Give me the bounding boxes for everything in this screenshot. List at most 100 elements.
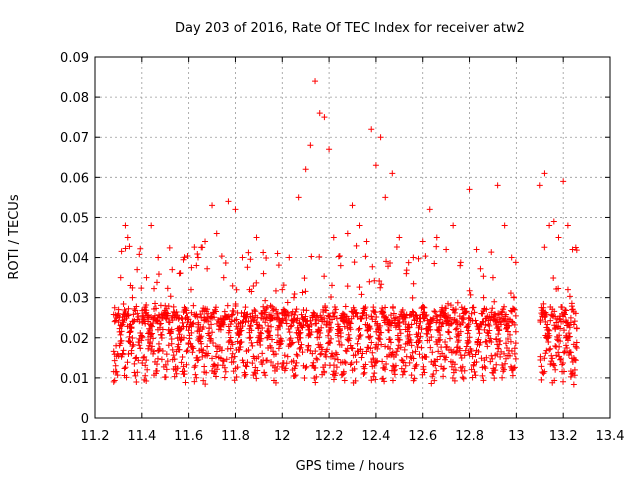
data-point — [295, 194, 302, 201]
data-point — [345, 331, 352, 338]
data-point — [247, 334, 254, 341]
data-point — [560, 318, 567, 325]
data-point — [404, 328, 411, 335]
data-point — [477, 339, 484, 346]
data-point — [512, 312, 519, 319]
data-point — [321, 273, 328, 280]
data-point — [489, 274, 496, 281]
data-point — [129, 335, 136, 342]
data-point — [147, 327, 154, 334]
data-point — [229, 341, 236, 348]
data-point — [288, 340, 295, 347]
data-point — [178, 359, 185, 366]
data-point — [422, 253, 429, 260]
data-point — [566, 293, 573, 300]
data-point — [298, 341, 305, 348]
data-point — [194, 251, 201, 258]
data-point — [452, 306, 459, 313]
data-point — [550, 274, 557, 281]
data-point — [222, 259, 229, 266]
data-point — [225, 198, 232, 205]
data-point — [468, 310, 475, 317]
data-point — [418, 326, 425, 333]
data-point — [209, 202, 216, 209]
data-point — [562, 342, 569, 349]
data-point — [566, 324, 573, 331]
data-point — [258, 335, 265, 342]
data-point — [367, 325, 374, 332]
data-point — [460, 316, 467, 323]
y-tick-label: 0.08 — [60, 91, 89, 106]
data-point — [377, 134, 384, 141]
data-point — [382, 343, 389, 350]
y-tick-label: 0.09 — [60, 51, 89, 66]
data-point — [464, 330, 471, 337]
data-point — [484, 343, 491, 350]
data-point — [230, 308, 237, 315]
data-point — [547, 345, 554, 352]
data-point — [558, 356, 565, 363]
data-point — [153, 279, 160, 286]
data-point — [192, 371, 199, 378]
data-point — [541, 355, 548, 362]
data-point — [328, 324, 335, 331]
data-point — [257, 341, 264, 348]
data-point — [110, 378, 117, 385]
data-point — [286, 254, 293, 261]
data-point — [202, 381, 209, 388]
data-point — [394, 345, 401, 352]
data-point — [279, 364, 286, 371]
data-point — [163, 351, 170, 358]
data-point — [483, 306, 490, 313]
data-point — [275, 262, 282, 269]
data-point — [290, 294, 297, 301]
data-point — [348, 345, 355, 352]
data-point — [120, 301, 127, 308]
data-point — [274, 310, 281, 317]
data-point — [507, 290, 514, 297]
data-point — [412, 311, 419, 318]
data-point — [572, 343, 579, 350]
data-point — [476, 330, 483, 337]
data-point — [459, 374, 466, 381]
data-point — [386, 327, 393, 334]
data-point — [193, 374, 200, 381]
data-point — [307, 331, 314, 338]
data-point — [411, 375, 418, 382]
data-point — [480, 318, 487, 325]
data-point — [231, 377, 238, 384]
data-point — [368, 377, 375, 384]
data-point — [546, 222, 553, 229]
data-point — [248, 339, 255, 346]
data-point — [336, 326, 343, 333]
data-point — [291, 290, 298, 297]
data-point — [433, 234, 440, 241]
data-point — [363, 348, 370, 355]
data-point — [480, 273, 487, 280]
data-point — [457, 328, 464, 335]
data-point — [212, 308, 219, 315]
data-point — [186, 335, 193, 342]
data-point — [112, 362, 119, 369]
data-point — [536, 182, 543, 189]
data-point — [202, 238, 209, 245]
data-point — [111, 357, 118, 364]
data-point — [159, 348, 166, 355]
data-point — [162, 374, 169, 381]
data-point — [267, 302, 274, 309]
data-point — [280, 282, 287, 289]
data-point — [512, 355, 519, 362]
data-point — [470, 304, 477, 311]
data-point — [348, 360, 355, 367]
data-point — [313, 373, 320, 380]
data-point — [194, 313, 201, 320]
data-point — [188, 329, 195, 336]
data-point — [538, 363, 545, 370]
data-point — [262, 372, 269, 379]
data-point — [111, 377, 118, 384]
data-point — [471, 368, 478, 375]
data-point — [123, 374, 130, 381]
data-point — [500, 306, 507, 313]
data-point — [445, 328, 452, 335]
data-point — [148, 222, 155, 229]
